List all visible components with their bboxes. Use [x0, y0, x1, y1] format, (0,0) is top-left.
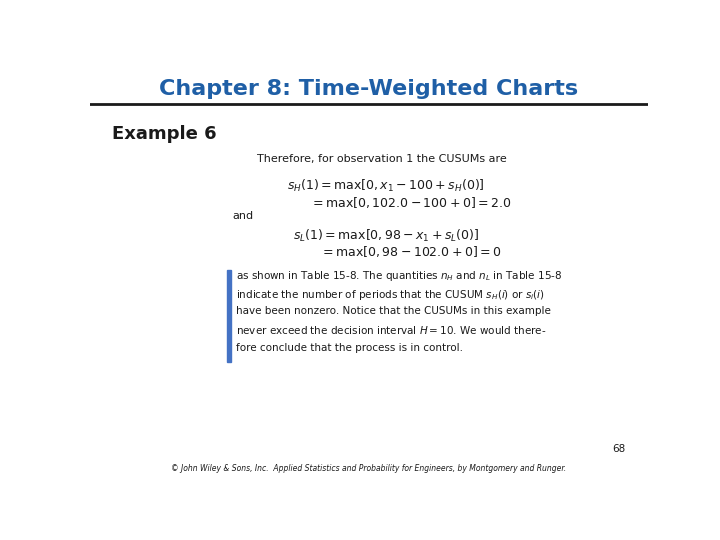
Text: $s_L(1) = \max[0, 98 - x_1 + s_L(0)]$: $s_L(1) = \max[0, 98 - x_1 + s_L(0)]$ — [292, 228, 479, 244]
Text: never exceed the decision interval $H = 10$. We would there-: never exceed the decision interval $H = … — [236, 324, 546, 336]
Text: have been nonzero. Notice that the CUSUMs in this example: have been nonzero. Notice that the CUSUM… — [236, 306, 551, 316]
FancyBboxPatch shape — [227, 270, 230, 362]
Text: $= \max[0, 98 - 102.0 + 0] = 0$: $= \max[0, 98 - 102.0 + 0] = 0$ — [320, 245, 502, 259]
Text: Example 6: Example 6 — [112, 125, 217, 143]
Text: $= \max[0, 102.0 - 100 + 0] = 2.0$: $= \max[0, 102.0 - 100 + 0] = 2.0$ — [310, 194, 511, 210]
Text: Chapter 8: Time-Weighted Charts: Chapter 8: Time-Weighted Charts — [159, 79, 579, 99]
Text: 68: 68 — [613, 444, 626, 454]
Text: fore conclude that the process is in control.: fore conclude that the process is in con… — [236, 342, 463, 353]
Text: © John Wiley & Sons, Inc.  Applied Statistics and Probability for Engineers, by : © John Wiley & Sons, Inc. Applied Statis… — [171, 464, 567, 473]
Text: Therefore, for observation 1 the CUSUMs are: Therefore, for observation 1 the CUSUMs … — [258, 154, 507, 164]
Text: as shown in Table 15-8. The quantities $n_H$ and $n_L$ in Table 15-8: as shown in Table 15-8. The quantities $… — [236, 269, 562, 284]
Text: $s_H(1) = \max[0, x_1 - 100 + s_H(0)]$: $s_H(1) = \max[0, x_1 - 100 + s_H(0)]$ — [287, 178, 485, 194]
Text: and: and — [233, 211, 253, 221]
Text: indicate the number of periods that the CUSUM $s_H(i)$ or $s_i(i)$: indicate the number of periods that the … — [236, 288, 545, 302]
